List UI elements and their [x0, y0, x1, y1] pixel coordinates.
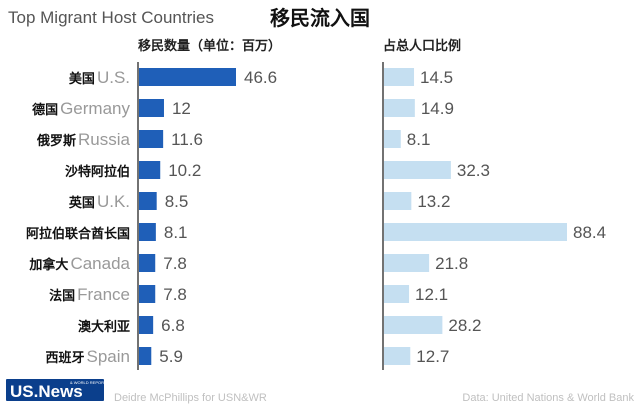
- row-label-zh: 德国: [32, 102, 58, 118]
- right-bar-value: 28.2: [448, 316, 481, 335]
- right-bar-value: 8.1: [407, 130, 431, 149]
- usnews-logo: US.News & WORLD REPORT: [6, 379, 107, 401]
- right-bar-value: 12.7: [416, 347, 449, 366]
- logo-small-text: & WORLD REPORT: [70, 380, 107, 385]
- right-panel-title: 占总人口比例: [383, 38, 461, 54]
- row-label: 阿拉伯联合酋长国: [26, 226, 130, 242]
- row-label-en: Germany: [60, 99, 130, 118]
- row-label: 澳大利亚: [78, 319, 130, 335]
- right-bar-value: 32.3: [457, 161, 490, 180]
- left-bar-value: 6.8: [161, 316, 185, 335]
- left-bar: [139, 347, 152, 365]
- left-bar: [139, 161, 161, 179]
- footer-source: Data: United Nations & World Bank: [462, 392, 634, 404]
- left-bar-value: 5.9: [159, 347, 183, 366]
- row-label-en: Russia: [78, 130, 131, 149]
- row-label-zh: 美国: [69, 71, 95, 87]
- left-bar: [139, 130, 164, 148]
- right-bars: 14.5 14.9 8.1 32.3 13.2 88.4 21.8 12.128.2 12.7: [384, 68, 606, 366]
- row-label: 西班牙 Spain: [46, 347, 131, 366]
- row-label: 美国 U.S.: [69, 68, 130, 87]
- right-bar-value: 21.8: [435, 254, 468, 273]
- row-label-en: Canada: [70, 254, 130, 273]
- right-bar: [384, 161, 451, 179]
- right-bar: [384, 347, 411, 365]
- left-bar-value: 7.8: [163, 285, 187, 304]
- row-label-zh: 俄罗斯: [36, 133, 76, 149]
- right-bar-value: 13.2: [417, 192, 450, 211]
- left-bar: [139, 316, 154, 334]
- row-label-zh: 西班牙: [46, 350, 85, 366]
- row-label-en: Spain: [87, 347, 130, 366]
- row-label-en: U.S.: [97, 68, 130, 87]
- footer-credit: Deidre McPhillips for USN&WR: [114, 392, 267, 404]
- left-bars: 46.6 12 11.6 10.2 8.5 8.1 7.8 7.8 6.8 5.9: [139, 68, 277, 366]
- row-label-zh: 澳大利亚: [78, 319, 130, 335]
- left-bar: [139, 99, 164, 117]
- row-label: 俄罗斯 Russia: [36, 130, 131, 149]
- left-panel-title: 移民数量（单位：百万）: [138, 38, 281, 54]
- right-bar: [384, 68, 415, 86]
- row-label-en: France: [77, 285, 130, 304]
- chart-title-zh: 移民流入国: [270, 6, 370, 30]
- left-bar-value: 7.8: [163, 254, 187, 273]
- left-bar-value: 11.6: [171, 130, 203, 149]
- row-label: 沙特阿拉伯: [65, 164, 130, 180]
- right-bar-value: 14.5: [420, 68, 453, 87]
- left-bar: [139, 68, 236, 86]
- right-bar: [384, 316, 443, 334]
- row-label-zh: 阿拉伯联合酋长国: [26, 226, 130, 242]
- right-bar: [384, 192, 412, 210]
- left-bar: [139, 223, 156, 241]
- right-bar-value: 14.9: [421, 99, 454, 118]
- left-bar: [139, 285, 156, 303]
- row-label: 英国 U.K.: [68, 192, 130, 211]
- right-bar: [384, 130, 401, 148]
- row-label: 加拿大 Canada: [28, 254, 130, 273]
- right-bar: [384, 285, 410, 303]
- right-bar-value: 12.1: [415, 285, 448, 304]
- right-bar: [384, 99, 415, 117]
- right-bar-value: 88.4: [573, 223, 606, 242]
- left-bar-value: 8.5: [165, 192, 189, 211]
- left-bar: [139, 254, 156, 272]
- row-label: 德国 Germany: [32, 99, 130, 118]
- right-bar: [384, 223, 567, 241]
- row-label-zh: 法国: [49, 288, 75, 304]
- logo-main-text: US.News: [10, 382, 83, 401]
- right-bar: [384, 254, 430, 272]
- row-label-zh: 加拿大: [28, 257, 68, 273]
- row-label-zh: 英国: [68, 195, 95, 211]
- chart-title-en: Top Migrant Host Countries: [8, 8, 214, 27]
- row-label: 法国 France: [49, 285, 130, 304]
- left-bar-value: 8.1: [164, 223, 188, 242]
- left-bar-value: 10.2: [168, 161, 201, 180]
- left-bar-value: 12: [172, 99, 191, 118]
- row-label-en: U.K.: [97, 192, 130, 211]
- row-label-zh: 沙特阿拉伯: [65, 164, 130, 180]
- left-bar: [139, 192, 157, 210]
- left-bar-value: 46.6: [244, 68, 277, 87]
